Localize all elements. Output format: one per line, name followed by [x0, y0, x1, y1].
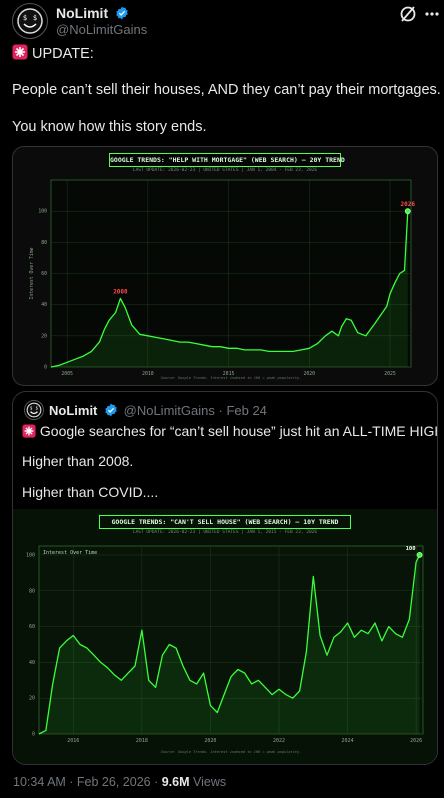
x-tick-label: 2015: [223, 371, 235, 377]
x-tick-label: 2010: [142, 371, 154, 377]
x-tick-label: 2025: [384, 371, 396, 377]
x-tick-label: 2026: [410, 738, 422, 744]
quoted-text-line-2: Higher than 2008.: [22, 453, 134, 469]
x-tick-label: 2020: [204, 738, 216, 744]
y-tick-label: 60: [41, 271, 47, 277]
y-tick-label: 20: [29, 696, 35, 702]
quoted-text-line-1: Google searches for “can’t sell house” j…: [22, 422, 438, 441]
y-tick-label: 60: [29, 624, 35, 630]
chart1-plot: 0 20 40 60 80 100 2005 2010 2015 2020 2025 2008 2026…: [29, 179, 416, 380]
y-axis-label: Interest Over Time: [43, 550, 97, 556]
x-tick-label: 2022: [273, 738, 285, 744]
chart-image-help-with-mortgage[interactable]: GOOGLE TRENDS: "HELP WITH MORTGAGE" (WEB…: [12, 146, 438, 386]
x-tick-label: 2016: [67, 738, 79, 744]
dollar-face-icon: $ $: [26, 402, 42, 418]
chart2-subtitle: LAST UPDATE: 2026-02-23 | UNITED STATES …: [132, 530, 318, 535]
y-tick-label: 100: [26, 552, 35, 558]
last-data-point: [404, 208, 411, 215]
rotating-light-icon: [22, 424, 36, 438]
post-update-line: UPDATE:: [12, 44, 94, 64]
chart1-subtitle: LAST UPDATE: 2026-02-23 | UNITED STATES …: [132, 168, 318, 173]
y-tick-label: 40: [29, 660, 35, 666]
chart1-title: GOOGLE TRENDS: "HELP WITH MORTGAGE" (WEB…: [109, 153, 345, 167]
y-tick-label: 80: [29, 588, 35, 594]
verified-badge-icon: [105, 403, 117, 417]
quoted-author-avatar[interactable]: $ $: [24, 400, 44, 420]
post-timestamp[interactable]: 10:34 AM · Feb 26, 2026: [13, 775, 151, 789]
rotating-light-icon: [12, 44, 28, 60]
y-axis-label: Interest Over Time: [29, 247, 35, 299]
series-line: [50, 211, 409, 368]
source-note: Source: Google Trends. Interest indexed …: [161, 750, 302, 754]
annotation-label: 2026: [401, 201, 416, 208]
post-meta: 10:34 AM · Feb 26, 2026 · 9.6M Views: [13, 775, 227, 789]
last-data-point: [416, 552, 423, 558]
annotation-label: 100: [406, 546, 416, 552]
update-label: UPDATE:: [32, 46, 94, 62]
post-text-line-2: You know how this story ends.: [12, 119, 207, 135]
svg-text:$: $: [36, 405, 39, 410]
y-tick-label: 100: [38, 209, 47, 215]
y-tick-label: 0: [32, 732, 35, 738]
series-line: [38, 554, 421, 735]
chart-image-cant-sell-house[interactable]: GOOGLE TRENDS: "CAN'T SELL HOUSE" (WEB S…: [13, 509, 437, 764]
chart2-title: GOOGLE TRENDS: "CAN'T SELL HOUSE" (WEB S…: [99, 515, 351, 529]
x-tick-label: 2020: [304, 371, 316, 377]
quoted-text-line-3: Higher than COVID....: [22, 484, 159, 500]
y-tick-label: 40: [41, 302, 47, 308]
y-tick-label: 20: [41, 333, 47, 339]
author-name-row[interactable]: NoLimit: [56, 5, 129, 21]
plot-frame: [38, 545, 424, 735]
quoted-line-1-text: Google searches for “can’t sell house” j…: [39, 423, 438, 439]
source-note: Source: Google Trends. Interest indexed …: [161, 376, 302, 380]
quoted-header: NoLimit @NoLimitGains · Feb 24: [49, 403, 267, 418]
author-handle[interactable]: @NoLimitGains: [56, 22, 148, 37]
x-tick-label: 2024: [342, 738, 354, 744]
quoted-post[interactable]: $ $ NoLimit @NoLimitGains · Feb 24 Googl…: [12, 391, 438, 765]
quoted-author-handle[interactable]: @NoLimitGains: [123, 403, 215, 418]
svg-text:$: $: [30, 405, 33, 410]
y-tick-label: 80: [41, 240, 47, 246]
post-text-line-1: People can’t sell their houses, AND they…: [12, 82, 441, 98]
author-avatar[interactable]: $ $: [12, 3, 48, 39]
chart2-plot: 0 20 40 60 80 100 2016 2018 2020 2022 2024 2026 100 I…: [26, 545, 424, 754]
grok-icon[interactable]: [398, 4, 418, 24]
views-label: Views: [193, 775, 227, 789]
quoted-author-name[interactable]: NoLimit: [49, 403, 98, 418]
more-options-icon[interactable]: [424, 4, 440, 24]
series-area: [51, 211, 408, 367]
author-name[interactable]: NoLimit: [56, 5, 109, 21]
views-count: 9.6M: [161, 775, 190, 789]
annotation-label: 2008: [113, 288, 128, 295]
x-tick-label: 2018: [136, 738, 148, 744]
x-tick-label: 2005: [61, 371, 73, 377]
svg-text:$: $: [33, 14, 37, 22]
dollar-face-icon: $ $: [17, 8, 43, 34]
quoted-date[interactable]: · Feb 24: [218, 403, 267, 418]
verified-badge-icon: [116, 6, 128, 20]
svg-text:$: $: [23, 14, 27, 22]
y-tick-label: 0: [44, 365, 47, 371]
series-area: [39, 555, 420, 734]
